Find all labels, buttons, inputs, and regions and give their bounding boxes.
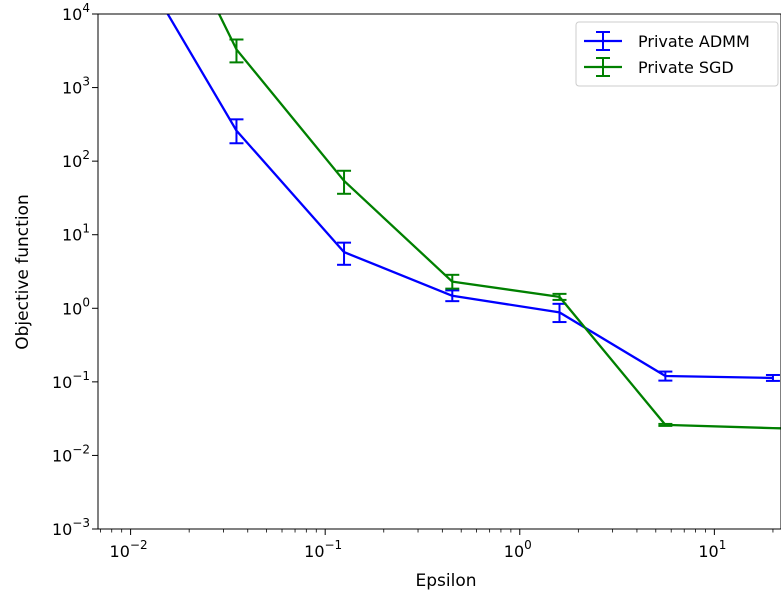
plot-frame (97, 13, 781, 530)
error-bar (765, 373, 780, 382)
x-tick-label: 101 (698, 538, 726, 561)
error-bar (658, 422, 673, 427)
error-bar (445, 289, 460, 303)
error-bar (229, 38, 244, 64)
error-bar (658, 370, 673, 382)
y-tick-label: 100 (62, 295, 90, 318)
x-axis-label: Epsilon (415, 571, 476, 591)
legend-frame (575, 21, 779, 87)
legend-label: Private SGD (638, 58, 734, 77)
x-tick-label: 100 (504, 538, 532, 561)
legend-entry: Private ADMM (584, 31, 750, 51)
error-bar (445, 273, 460, 290)
y-tick-label: 10−2 (52, 442, 90, 465)
plot-area (166, 14, 781, 430)
legend-label: Private ADMM (638, 32, 750, 51)
y-axis-label: Objective function (13, 194, 33, 349)
error-bar (337, 241, 352, 266)
error-bar (229, 118, 244, 145)
y-tick-label: 101 (62, 222, 90, 245)
y-axis: 10−3 10−2 10−1 100 101 102 103 104 (52, 1, 98, 539)
y-tick-label: 10−1 (52, 369, 90, 392)
x-axis: 10−2 10−1 100 101 (100, 529, 774, 561)
legend-entry: Private SGD (584, 57, 734, 77)
x-tick-label: 10−2 (110, 538, 148, 561)
x-tick-label: 10−1 (304, 538, 342, 561)
error-bar (337, 169, 352, 195)
y-tick-label: 104 (62, 1, 90, 24)
y-tick-label: 103 (62, 75, 90, 98)
y-tick-label: 10−3 (52, 516, 90, 539)
series-line-1 (217, 14, 781, 430)
legend: Private ADMM Private SGD (575, 21, 779, 87)
y-tick-label: 102 (62, 148, 90, 171)
error-bar (552, 292, 567, 301)
error-bar (552, 302, 567, 324)
